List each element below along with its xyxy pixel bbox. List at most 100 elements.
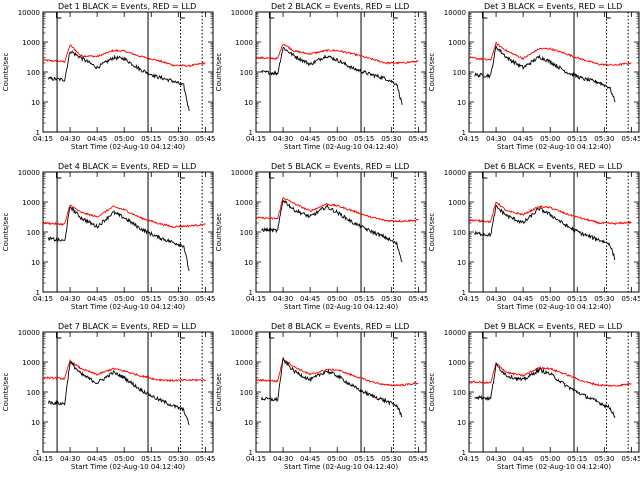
y-tick-label: 100: [453, 389, 466, 397]
y-tick-label: 1000: [22, 199, 40, 207]
y-tick-label: 1: [36, 449, 40, 457]
series-events-line: [47, 50, 190, 112]
x-tick-label: 04:45: [300, 135, 320, 143]
y-tick-label: 1: [462, 449, 466, 457]
x-tick-label: 04:30: [273, 295, 293, 303]
x-tick-label: 04:45: [87, 455, 107, 463]
panel-title: Det 6 BLACK = Events, RED = LLD: [484, 162, 622, 171]
y-tick-label: 100: [27, 389, 40, 397]
x-tick-label: 05:15: [354, 135, 374, 143]
y-tick-label: 1000: [235, 39, 253, 47]
y-tick-label: 10000: [231, 329, 253, 337]
x-tick-label: 04:15: [33, 295, 53, 303]
panel-title: Det 9 BLACK = Events, RED = LLD: [484, 322, 622, 331]
x-tick-label: 04:15: [246, 455, 266, 463]
panel-det-5: Det 5 BLACK = Events, RED = LLD Counts/se…: [215, 162, 429, 311]
series-lld-line: [468, 201, 632, 226]
x-tick-label: 04:30: [273, 455, 293, 463]
x-tick-label: 04:30: [486, 135, 506, 143]
x-tick-label: 05:00: [114, 295, 134, 303]
x-tick-label: 05:00: [327, 455, 347, 463]
y-tick-label: 1000: [235, 199, 253, 207]
x-tick-label: 04:45: [513, 135, 533, 143]
series-events-line: [260, 47, 403, 105]
x-tick-label: 05:00: [327, 295, 347, 303]
panel-det-9: Det 9 BLACK = Events, RED = LLD Counts/se…: [428, 322, 640, 471]
y-tick-label: 10: [457, 419, 466, 427]
x-axis-label: Start Time (02-Aug-10 04:12:40): [284, 463, 398, 471]
x-axis-label: Start Time (02-Aug-10 04:12:40): [497, 463, 611, 471]
x-tick-label: 05:15: [141, 295, 161, 303]
x-tick-label: 04:30: [273, 135, 293, 143]
x-tick-label: 05:45: [195, 135, 215, 143]
y-axis-label: Counts/sec: [428, 373, 436, 412]
plot-frame: [255, 11, 427, 133]
panel-title: Det 3 BLACK = Events, RED = LLD: [484, 2, 622, 11]
panel-det-4: Det 4 BLACK = Events, RED = LLD Counts/se…: [2, 162, 216, 311]
x-tick-label: 05:45: [408, 455, 428, 463]
y-axis-label: Counts/sec: [2, 53, 10, 92]
series-events-line: [261, 199, 403, 263]
x-tick-label: 05:45: [195, 295, 215, 303]
x-tick-label: 05:30: [594, 135, 614, 143]
y-tick-label: 100: [240, 69, 253, 77]
y-tick-label: 1000: [22, 39, 40, 47]
x-tick-label: 04:45: [87, 135, 107, 143]
y-tick-label: 1: [462, 129, 466, 137]
y-tick-label: 1: [249, 449, 253, 457]
x-axis-label: Start Time (02-Aug-10 04:12:40): [71, 463, 185, 471]
y-tick-label: 10: [31, 419, 40, 427]
x-tick-label: 05:00: [540, 135, 560, 143]
panel-title: Det 7 BLACK = Events, RED = LLD: [58, 322, 196, 331]
y-tick-label: 100: [27, 69, 40, 77]
y-tick-label: 1000: [235, 359, 253, 367]
x-tick-label: 05:30: [381, 135, 401, 143]
y-tick-label: 100: [240, 229, 253, 237]
panel-title: Det 2 BLACK = Events, RED = LLD: [271, 2, 409, 11]
x-tick-label: 05:15: [567, 455, 587, 463]
panel-det-6: Det 6 BLACK = Events, RED = LLD Counts/se…: [428, 162, 640, 311]
x-tick-label: 04:15: [33, 135, 53, 143]
x-tick-label: 05:15: [354, 455, 374, 463]
panel-det-7: Det 7 BLACK = Events, RED = LLD Counts/se…: [2, 322, 216, 471]
x-tick-label: 04:45: [87, 295, 107, 303]
x-tick-label: 05:00: [114, 135, 134, 143]
x-tick-label: 05:30: [168, 135, 188, 143]
y-tick-label: 10000: [444, 329, 466, 337]
x-tick-label: 05:15: [354, 295, 374, 303]
plot-frame: [42, 171, 214, 293]
plot-frame: [468, 331, 640, 453]
x-tick-label: 04:30: [486, 455, 506, 463]
y-tick-label: 100: [453, 69, 466, 77]
x-tick-label: 04:15: [246, 295, 266, 303]
x-tick-label: 04:45: [513, 455, 533, 463]
y-axis-label: Counts/sec: [215, 213, 223, 252]
y-tick-label: 10: [244, 99, 253, 107]
x-tick-label: 05:00: [114, 455, 134, 463]
y-tick-label: 10: [244, 259, 253, 267]
x-tick-label: 04:15: [459, 295, 479, 303]
x-tick-label: 05:45: [621, 135, 640, 143]
x-tick-label: 05:30: [381, 455, 401, 463]
y-tick-label: 1000: [448, 199, 466, 207]
y-axis-label: Counts/sec: [2, 213, 10, 252]
series-lld-line: [42, 204, 206, 228]
x-tick-label: 05:30: [168, 455, 188, 463]
y-tick-label: 100: [240, 389, 253, 397]
y-tick-label: 10000: [444, 9, 466, 17]
plot-frame: [255, 331, 427, 453]
plot-frame: [42, 331, 214, 453]
x-tick-label: 05:15: [567, 295, 587, 303]
y-tick-label: 10: [457, 259, 466, 267]
x-tick-label: 05:30: [381, 295, 401, 303]
x-axis-label: Start Time (02-Aug-10 04:12:40): [497, 303, 611, 311]
x-tick-label: 05:45: [408, 135, 428, 143]
x-tick-label: 05:30: [594, 295, 614, 303]
x-tick-label: 05:00: [327, 135, 347, 143]
panel-title: Det 1 BLACK = Events, RED = LLD: [58, 2, 196, 11]
x-tick-label: 04:30: [60, 135, 80, 143]
y-tick-label: 10: [31, 259, 40, 267]
y-tick-label: 1000: [22, 359, 40, 367]
x-axis-label: Start Time (02-Aug-10 04:12:40): [71, 143, 185, 151]
